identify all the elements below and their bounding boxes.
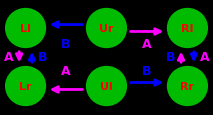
- Ellipse shape: [4, 66, 47, 107]
- Text: Ur: Ur: [99, 24, 114, 34]
- Text: B: B: [166, 51, 175, 64]
- Text: A: A: [61, 65, 71, 78]
- Text: LI: LI: [20, 24, 31, 34]
- Text: A: A: [200, 51, 209, 64]
- Text: A: A: [142, 37, 152, 50]
- Ellipse shape: [85, 66, 128, 107]
- Text: Ul: Ul: [100, 81, 113, 91]
- Ellipse shape: [166, 66, 209, 107]
- Ellipse shape: [4, 8, 47, 49]
- Text: Rr: Rr: [180, 81, 194, 91]
- Text: B: B: [61, 37, 71, 50]
- Ellipse shape: [85, 8, 128, 49]
- Ellipse shape: [166, 8, 209, 49]
- Text: B: B: [38, 51, 47, 64]
- Text: A: A: [4, 51, 13, 64]
- Text: RI: RI: [181, 24, 194, 34]
- Text: Lr: Lr: [19, 81, 32, 91]
- Text: B: B: [142, 65, 152, 78]
